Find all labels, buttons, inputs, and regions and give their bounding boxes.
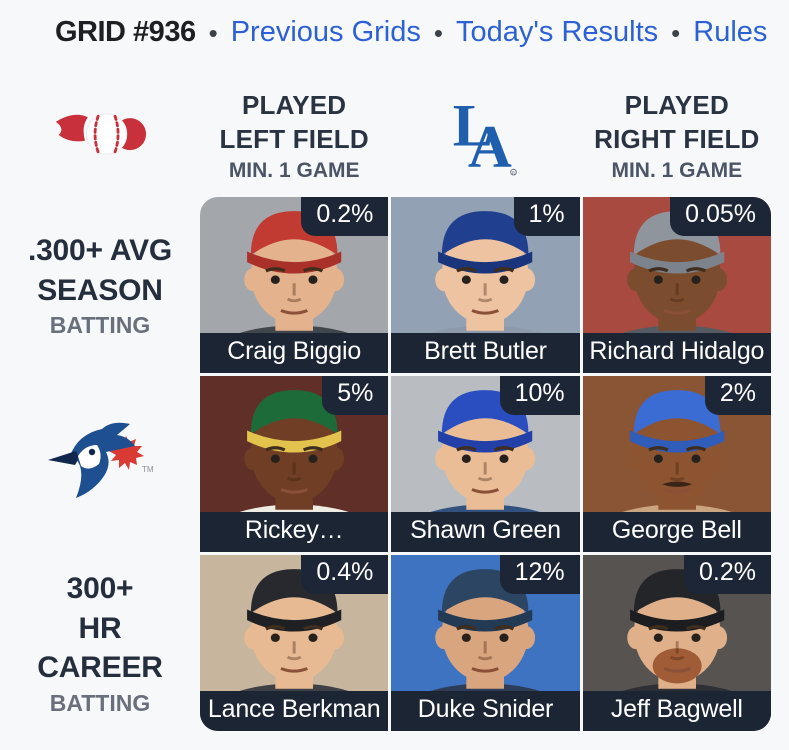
svg-text:L: L: [453, 93, 494, 160]
grid-cell-row3-col1[interactable]: 0.4% Lance Berkman: [200, 555, 389, 731]
row-header-blue-jays: TM: [0, 376, 200, 552]
la-dodgers-logo: L A R: [453, 93, 518, 180]
row-headers: .300+ AVG SEASON BATTING TM 300+ HR CAREER …: [0, 197, 200, 731]
toronto-blue-jays-logo: TM: [48, 422, 154, 498]
grid-cell-row3-col3[interactable]: 0.2% Jeff Bagwell: [582, 555, 771, 731]
player-name: Jeff Bagwell: [582, 691, 771, 731]
rarity-badge: 0.2%: [684, 555, 771, 594]
grid-cell-row1-col3[interactable]: 0.05% Richard Hidalgo: [582, 197, 771, 373]
column-headers: PLAYED LEFT FIELD MIN. 1 GAME L A R PLAYE…: [200, 75, 771, 197]
grid-cells: 0.2% Craig Biggio 1% Brett Butler 0.05% …: [200, 197, 771, 731]
player-name: Shawn Green: [391, 512, 580, 552]
player-name: Duke Snider: [391, 691, 580, 731]
rarity-badge: 0.05%: [670, 197, 771, 236]
player-name: Richard Hidalgo: [582, 333, 771, 373]
player-name: George Bell: [582, 512, 771, 552]
svg-text:R: R: [512, 170, 516, 176]
column-header-dodgers: L A R: [391, 75, 579, 197]
grid-cell-row1-col2[interactable]: 1% Brett Butler: [391, 197, 580, 373]
rarity-badge: 10%: [499, 376, 580, 415]
top-nav: GRID #936 • Previous Grids • Today's Res…: [0, 0, 789, 49]
link-rules[interactable]: Rules: [693, 16, 768, 48]
rarity-badge: 0.4%: [301, 555, 389, 594]
grid-board: PLAYED LEFT FIELD MIN. 1 GAME L A R PLAYE…: [0, 75, 771, 731]
rarity-badge: 12%: [499, 555, 580, 594]
grid-cell-row1-col1[interactable]: 0.2% Craig Biggio: [200, 197, 389, 373]
grid-cell-row2-col1[interactable]: 5% Rickey…: [200, 376, 389, 552]
column-header-left-field: PLAYED LEFT FIELD MIN. 1 GAME: [219, 89, 369, 183]
svg-text:TM: TM: [142, 465, 154, 474]
rarity-badge: 0.2%: [301, 197, 389, 236]
grid-number: GRID #936: [55, 16, 196, 48]
separator-dot: •: [208, 17, 218, 48]
link-previous-grids[interactable]: Previous Grids: [230, 16, 421, 48]
column-header-right-field: PLAYED RIGHT FIELD MIN. 1 GAME: [594, 89, 760, 183]
player-name: Rickey…: [200, 512, 389, 552]
grid-cell-row2-col2[interactable]: 10% Shawn Green: [391, 376, 580, 552]
rarity-badge: 5%: [322, 376, 389, 415]
separator-dot: •: [671, 17, 681, 48]
rarity-badge: 1%: [513, 197, 580, 236]
baseball-grid-logo: [55, 113, 147, 155]
rarity-badge: 2%: [704, 376, 771, 415]
row-header-300-avg: .300+ AVG SEASON BATTING: [27, 233, 173, 339]
grid-corner: [0, 75, 200, 197]
grid-cell-row2-col3[interactable]: 2% George Bell: [582, 376, 771, 552]
svg-text:A: A: [468, 113, 512, 180]
separator-dot: •: [433, 17, 443, 48]
grid-cell-row3-col2[interactable]: 12% Duke Snider: [391, 555, 580, 731]
player-name: Brett Butler: [391, 333, 580, 373]
link-todays-results[interactable]: Today's Results: [455, 16, 659, 48]
row-header-300-hr: 300+ HR CAREER BATTING: [37, 572, 163, 716]
player-name: Lance Berkman: [200, 691, 389, 731]
player-name: Craig Biggio: [200, 333, 389, 373]
